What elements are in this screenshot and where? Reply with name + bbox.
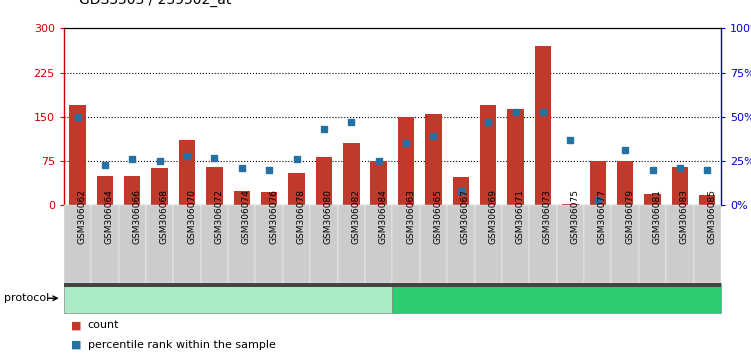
Bar (261, 192, 277, 205)
Text: GSM306071: GSM306071 (516, 189, 525, 244)
Text: percentile rank within the sample: percentile rank within the sample (88, 340, 276, 350)
Text: GSM306067: GSM306067 (461, 189, 470, 244)
Text: GDS3503 / 239502_at: GDS3503 / 239502_at (79, 0, 231, 7)
Bar (562, 204, 578, 205)
Bar (69, 105, 86, 205)
Bar (207, 167, 222, 205)
Bar (179, 141, 195, 205)
Text: GSM306070: GSM306070 (187, 189, 196, 244)
Bar (644, 194, 661, 205)
Text: GSM306078: GSM306078 (297, 189, 306, 244)
Text: count: count (88, 320, 119, 330)
Text: GSM306082: GSM306082 (351, 189, 360, 244)
Text: GSM306072: GSM306072 (215, 189, 224, 244)
Bar (699, 195, 716, 205)
Bar (453, 177, 469, 205)
Text: GSM306075: GSM306075 (570, 189, 579, 244)
Bar (315, 157, 332, 205)
Text: before exercise: before exercise (182, 292, 273, 305)
Text: GSM306081: GSM306081 (653, 189, 662, 244)
Text: GSM306084: GSM306084 (379, 189, 388, 244)
Bar (617, 161, 633, 205)
Text: ■: ■ (71, 320, 82, 330)
Text: protocol: protocol (4, 293, 49, 303)
Text: GSM306079: GSM306079 (625, 189, 634, 244)
Text: GSM306062: GSM306062 (77, 189, 86, 244)
Bar (97, 176, 113, 205)
Bar (590, 161, 606, 205)
Bar (234, 190, 250, 205)
Text: GSM306080: GSM306080 (324, 189, 333, 244)
Text: GSM306073: GSM306073 (543, 189, 552, 244)
Text: GSM306083: GSM306083 (680, 189, 689, 244)
Bar (288, 173, 305, 205)
Bar (152, 168, 168, 205)
Bar (398, 117, 415, 205)
Bar (535, 46, 551, 205)
Text: GSM306085: GSM306085 (707, 189, 716, 244)
Text: GSM306063: GSM306063 (406, 189, 415, 244)
Bar (671, 167, 688, 205)
Bar (508, 109, 524, 205)
Bar (425, 114, 442, 205)
Bar (124, 176, 140, 205)
Bar (370, 161, 387, 205)
Text: ■: ■ (71, 340, 82, 350)
Text: GSM306066: GSM306066 (132, 189, 141, 244)
Text: GSM306064: GSM306064 (105, 189, 114, 244)
Text: GSM306074: GSM306074 (242, 189, 251, 244)
Text: GSM306065: GSM306065 (433, 189, 442, 244)
Bar (343, 143, 360, 205)
Bar (480, 105, 496, 205)
Text: after exercise: after exercise (517, 292, 597, 305)
Text: GSM306069: GSM306069 (488, 189, 497, 244)
Text: GSM306077: GSM306077 (598, 189, 607, 244)
Text: GSM306068: GSM306068 (160, 189, 169, 244)
Text: GSM306076: GSM306076 (269, 189, 278, 244)
